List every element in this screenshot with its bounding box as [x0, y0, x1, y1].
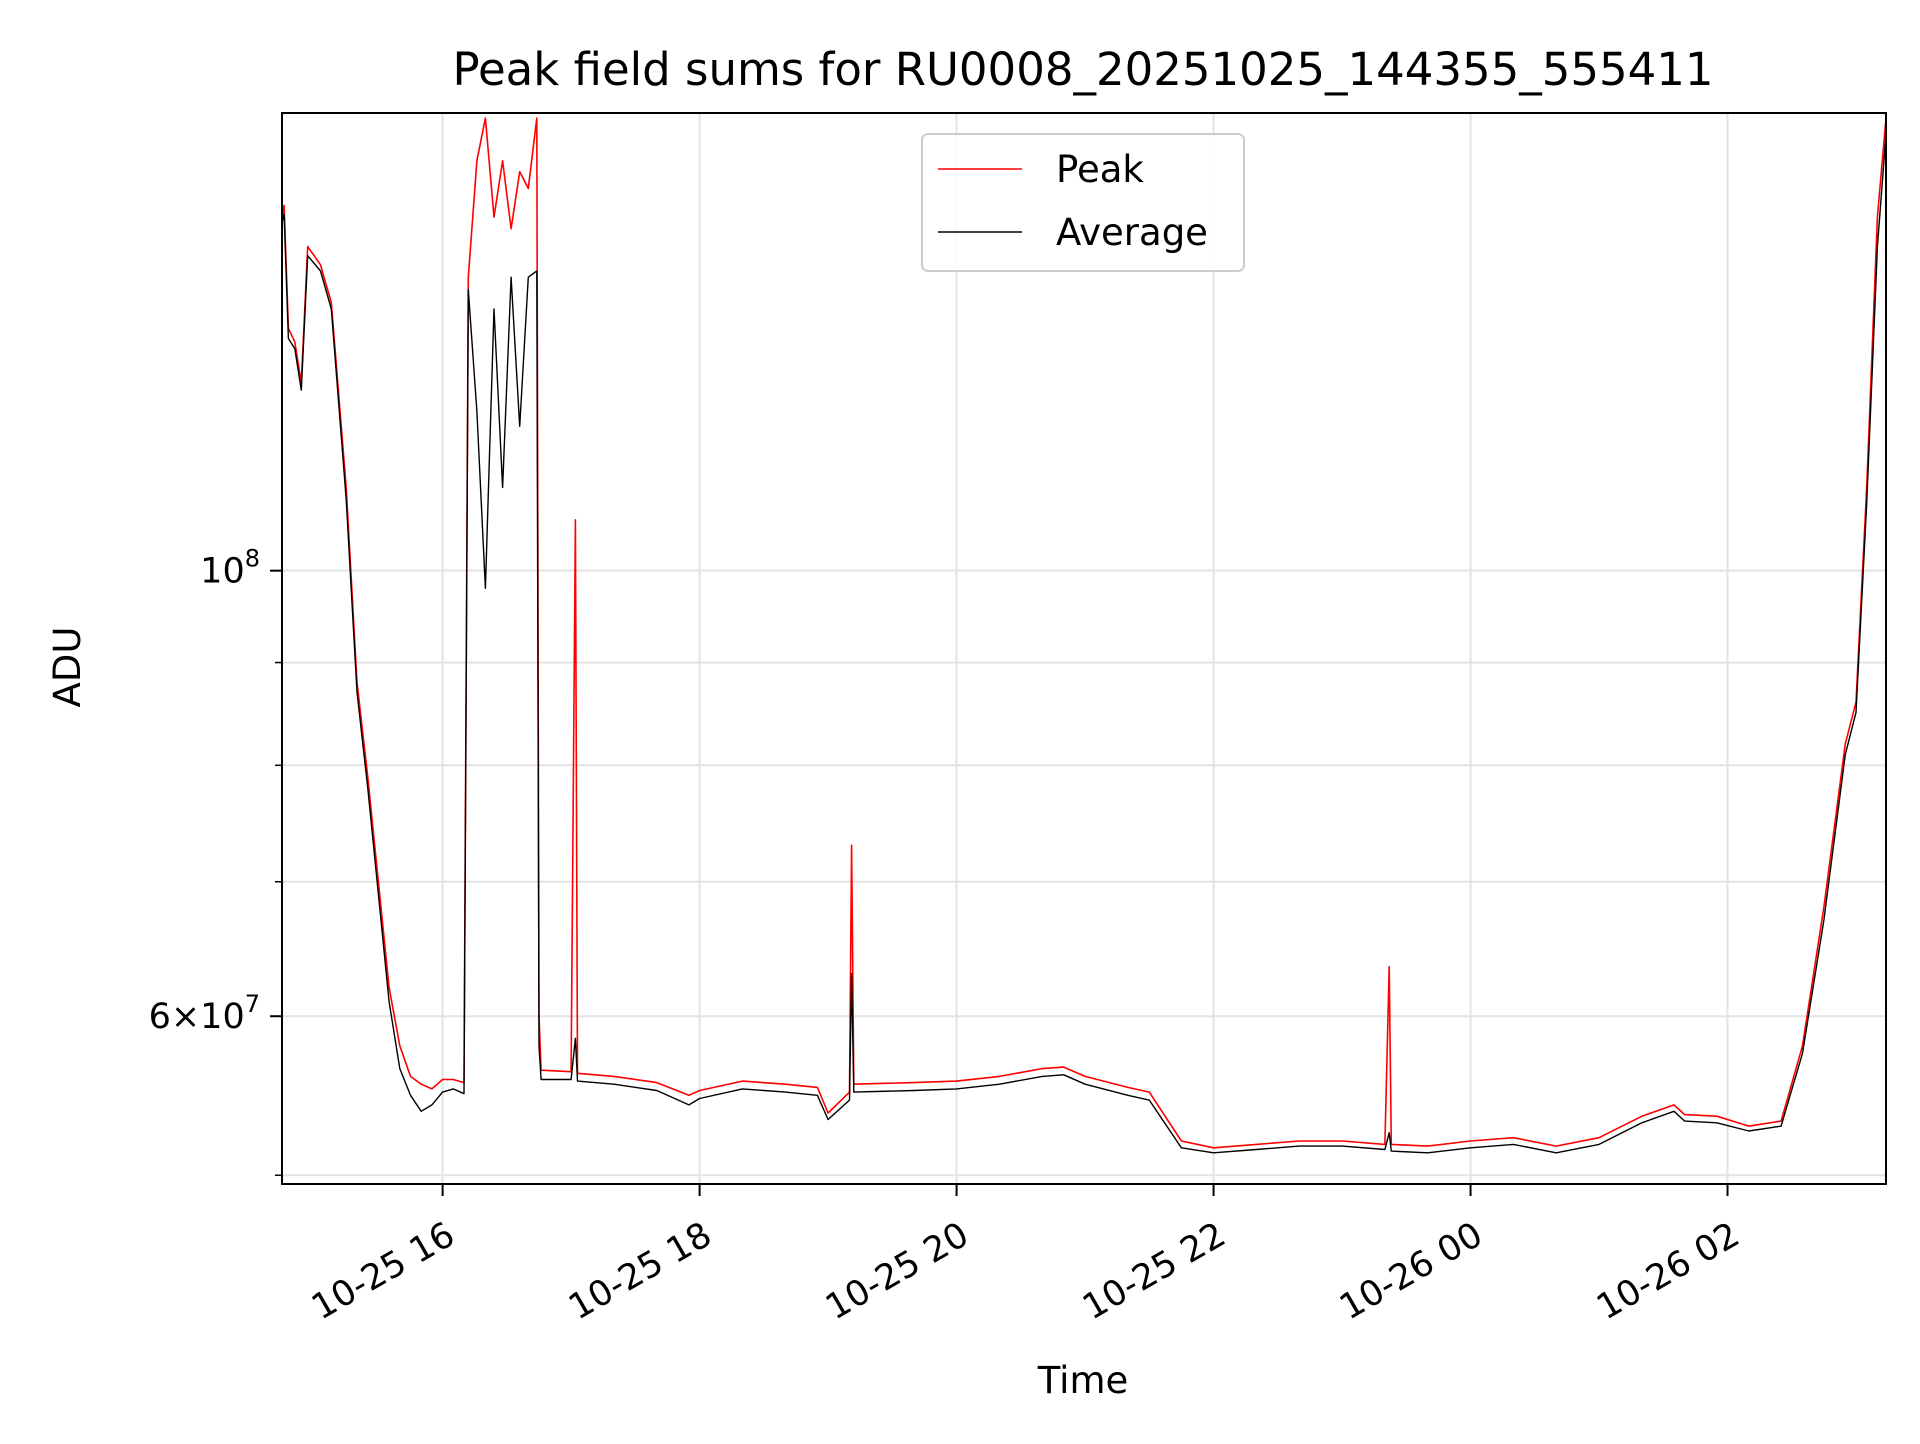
axes-layer [281, 112, 1887, 1185]
x-axis-label: Time [1037, 1359, 1129, 1402]
legend: Peak Average [921, 133, 1245, 272]
plot-frame [281, 112, 1887, 1185]
y-tick-label: 108 [200, 545, 260, 592]
grid-layer [282, 113, 1886, 1184]
y-tick-layer: 108 6×107 [149, 545, 282, 1176]
series-line-peak [282, 117, 1886, 1149]
series-line-average [282, 133, 1886, 1154]
legend-label-average: Average [1056, 211, 1208, 254]
series-layer [282, 117, 1886, 1154]
chart-title: Peak field sums for RU0008_20251025_1443… [452, 43, 1713, 96]
y-axis-label: ADU [46, 627, 89, 708]
y-tick-label: 6×107 [149, 990, 260, 1037]
legend-label-peak: Peak [1056, 148, 1144, 191]
